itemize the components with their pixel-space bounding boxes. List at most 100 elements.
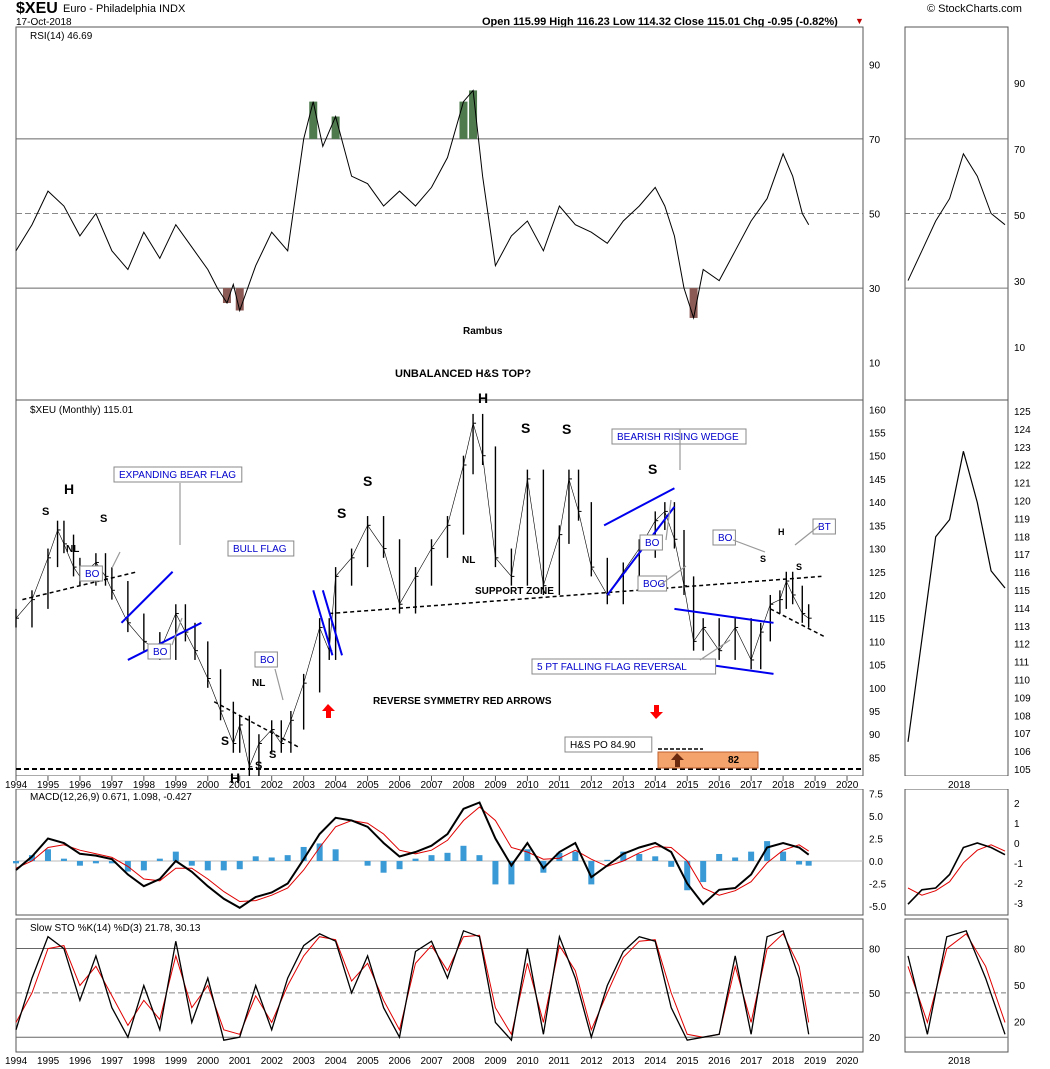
side-macd-tick: -2 bbox=[1014, 879, 1023, 890]
title-question: UNBALANCED H&S TOP? bbox=[395, 368, 531, 380]
macd-histogram-bar bbox=[108, 861, 115, 864]
x-axis-label: 2020 bbox=[836, 780, 859, 791]
macd-histogram-bar bbox=[188, 861, 195, 866]
macd-histogram-bar bbox=[780, 851, 787, 861]
x-axis-label: 2019 bbox=[804, 780, 827, 791]
x-axis-label-bottom: 2002 bbox=[261, 1056, 284, 1067]
side-rsi-line bbox=[907, 152, 1006, 281]
sto-legend: Slow STO %K(14) %D(3) 21.78, 30.13 bbox=[30, 923, 201, 934]
expanding-bear-flag-label-box bbox=[113, 466, 243, 483]
macd-histogram-bar bbox=[156, 858, 163, 861]
side-price-tick: 122 bbox=[1014, 461, 1031, 472]
side-price-tick: 105 bbox=[1014, 765, 1031, 776]
macd-histogram-bar bbox=[172, 851, 179, 861]
pattern-letter: S bbox=[42, 506, 49, 518]
bull-flag-label-box bbox=[227, 540, 295, 557]
falling-flag-label: 5 PT FALLING FLAG REVERSAL bbox=[537, 662, 687, 673]
callout-pointer bbox=[659, 565, 687, 586]
macd-histogram-bar bbox=[684, 861, 691, 891]
macd-histogram-bar bbox=[364, 861, 371, 866]
macd-tick-label: 7.5 bbox=[869, 790, 883, 801]
x-axis-label: 2011 bbox=[548, 780, 570, 791]
side-macd-tick: -1 bbox=[1014, 859, 1023, 870]
x-axis-label-bottom: 2009 bbox=[484, 1056, 507, 1067]
x-axis-label: 2018 bbox=[772, 780, 795, 791]
falling-flag-label-box bbox=[531, 658, 717, 675]
x-axis-label: 2015 bbox=[676, 780, 699, 791]
x-axis-label-bottom: 1995 bbox=[37, 1056, 60, 1067]
rsi-tick-label: 90 bbox=[869, 60, 881, 71]
hs-po-label-box bbox=[564, 736, 653, 753]
x-axis-label: 1998 bbox=[133, 780, 156, 791]
price-tick-label: 95 bbox=[869, 707, 881, 718]
pattern-letter: H bbox=[478, 390, 488, 406]
side-macd-signal bbox=[907, 844, 1006, 896]
macd-histogram-bar bbox=[204, 861, 211, 871]
side-price-tick: 110 bbox=[1014, 676, 1030, 687]
side-rsi-tick: 30 bbox=[1014, 277, 1026, 288]
rsi-oversold-fill bbox=[689, 288, 698, 318]
macd-histogram-bar bbox=[396, 861, 403, 870]
bearish-rising-wedge-label-box bbox=[611, 428, 747, 445]
x-axis-label: 1996 bbox=[69, 780, 92, 791]
price-tick-label: 90 bbox=[869, 730, 881, 741]
macd-histogram-bar bbox=[476, 855, 483, 861]
side-sto-tick: 20 bbox=[1014, 1018, 1026, 1029]
stockcharts-watermark: © StockCharts.com bbox=[927, 3, 1022, 15]
rsi-overbought-fill bbox=[331, 116, 340, 139]
side-price-tick: 120 bbox=[1014, 496, 1031, 507]
rsi-legend: RSI(14) 46.69 bbox=[30, 31, 93, 42]
x-axis-label: 1997 bbox=[101, 780, 124, 791]
price-tick-label: 105 bbox=[869, 661, 886, 672]
macd-histogram-bar bbox=[668, 861, 675, 867]
side-price-tick: 115 bbox=[1014, 586, 1030, 597]
support-zone-neckline bbox=[329, 575, 822, 615]
x-axis-label-bottom: 1997 bbox=[101, 1056, 124, 1067]
x-axis-label: 2005 bbox=[357, 780, 380, 791]
rsi-tick-label: 70 bbox=[869, 135, 881, 146]
macd-histogram-bar bbox=[28, 855, 35, 861]
macd-histogram-bar bbox=[140, 861, 147, 871]
rsi-line bbox=[15, 89, 810, 320]
sto-k-line bbox=[15, 929, 810, 1042]
hs-po-label: H&S PO 84.90 bbox=[570, 740, 636, 751]
price-tick-label: 135 bbox=[869, 521, 886, 532]
po-target-value: 82 bbox=[728, 755, 740, 766]
macd-histogram-bar bbox=[556, 852, 563, 861]
x-axis-label: 1999 bbox=[165, 780, 188, 791]
price-tick-label: 155 bbox=[869, 428, 886, 439]
bull-flag-left-line bbox=[312, 590, 334, 656]
bo-label-box bbox=[147, 643, 171, 660]
side-price-tick: 119 bbox=[1014, 514, 1030, 525]
macd-histogram-bar bbox=[805, 861, 812, 866]
side-price-tick: 121 bbox=[1014, 479, 1031, 490]
x-axis-label: 1995 bbox=[37, 780, 60, 791]
macd-histogram-bar bbox=[412, 858, 419, 861]
sto-tick-label: 50 bbox=[869, 989, 881, 1000]
quote-line: Open 115.99 High 116.23 Low 114.32 Close… bbox=[482, 16, 838, 28]
side-rsi-tick: 70 bbox=[1014, 145, 1026, 156]
x-axis-label: 2012 bbox=[580, 780, 603, 791]
neckline-label: NL bbox=[252, 678, 265, 689]
x-axis-label: 2006 bbox=[389, 780, 412, 791]
macd-histogram-bar bbox=[44, 849, 51, 861]
side-price-line bbox=[907, 451, 1006, 742]
side-frame-price bbox=[904, 399, 1009, 777]
pattern-letter: S bbox=[269, 749, 276, 761]
pattern-letter: S bbox=[221, 734, 229, 748]
price-tick-label: 150 bbox=[869, 452, 886, 463]
recent-neckline bbox=[769, 608, 825, 638]
side-price-tick: 125 bbox=[1014, 407, 1031, 418]
x-axis-label-bottom: 2006 bbox=[389, 1056, 412, 1067]
side-macd-tick: 2 bbox=[1014, 799, 1020, 810]
x-axis-label: 1994 bbox=[5, 780, 28, 791]
x-axis-label-bottom: 2013 bbox=[612, 1056, 635, 1067]
price-tick-label: 145 bbox=[869, 475, 886, 486]
rsi-overbought-fill bbox=[309, 101, 318, 139]
x-axis-label: 2017 bbox=[740, 780, 763, 791]
chart-symbol: $XEU bbox=[16, 0, 58, 17]
macd-tick-label: 5.0 bbox=[869, 812, 883, 823]
side-sto-k bbox=[907, 930, 1006, 1035]
macd-histogram-bar bbox=[716, 853, 723, 861]
chart-name: Euro - Philadelphia INDX bbox=[63, 3, 186, 15]
